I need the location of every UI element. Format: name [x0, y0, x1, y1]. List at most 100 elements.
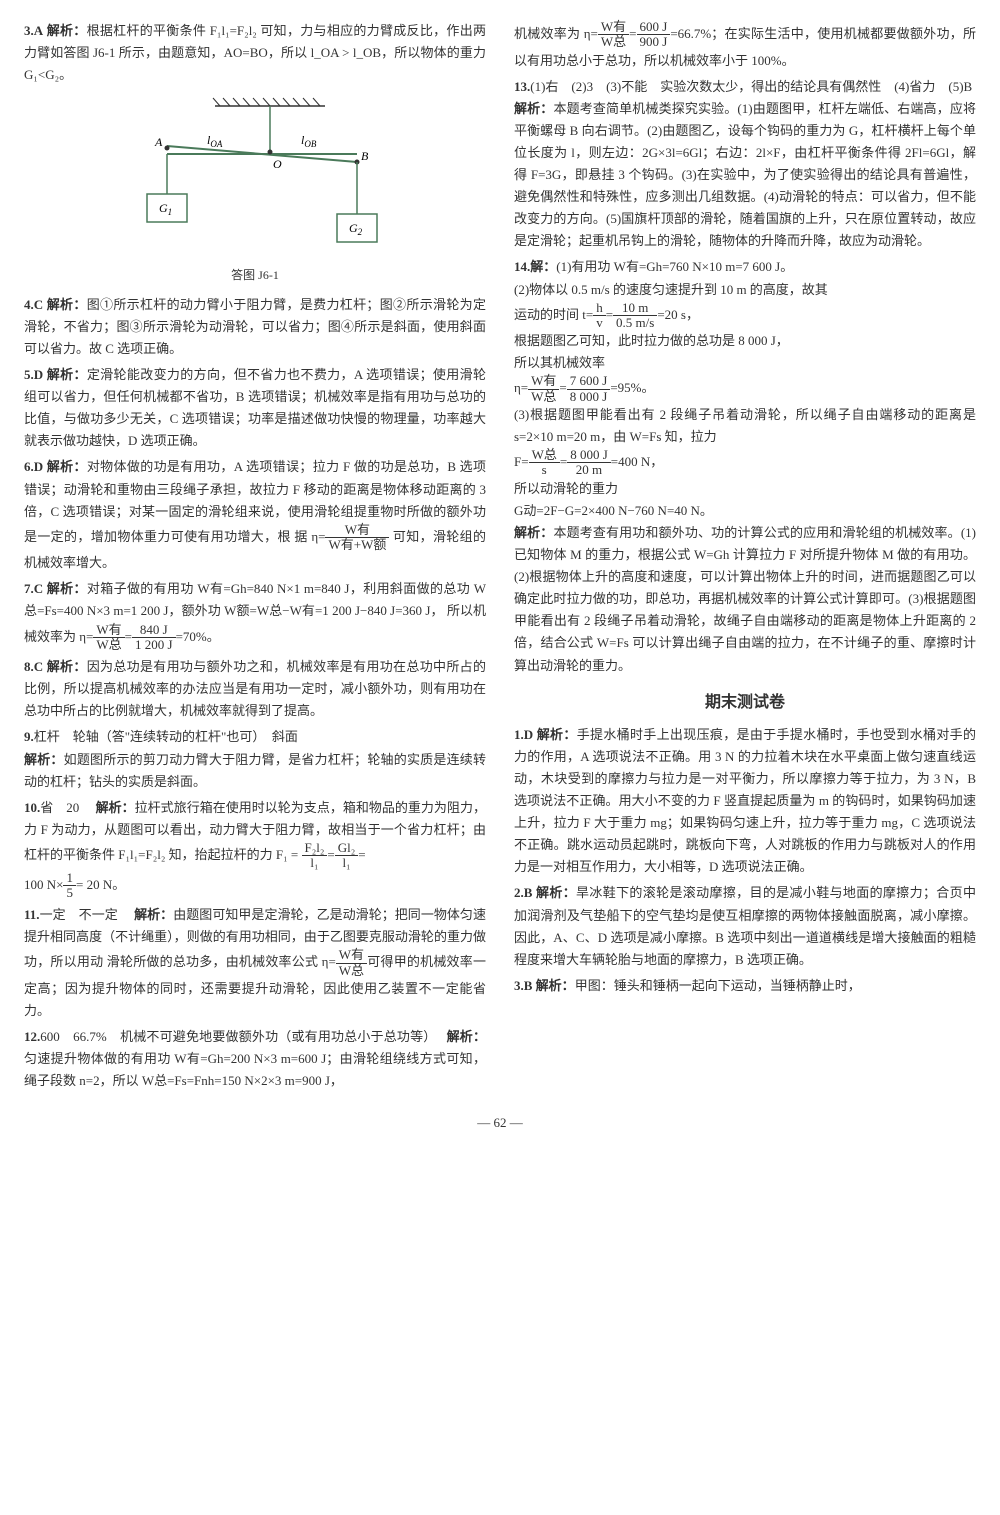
q10-num: 10.	[24, 800, 40, 815]
q7-text1: 对箱子做的有用功 W有=Gh=840 N×1 m=840 J，利用斜面做的总功 …	[24, 581, 486, 618]
q3-label: 解析：	[47, 23, 87, 38]
f1-label: 解析：	[537, 727, 577, 742]
q9-text: 如题图所示的剪刀动力臂大于阻力臂，是省力杠杆；轮轴的实质是连续转动的杠杆；钻头的…	[24, 752, 486, 789]
q14-eta-pre: η=	[514, 380, 528, 395]
q10-text1: 拉杆式旅行箱在使用时以轮为支点，箱和物品的重力为阻力，力 F 为动力，从题图可以…	[24, 800, 486, 862]
f3-text: 甲图：锤头和锤柄一起向下运动，当锤柄静止时，	[575, 978, 861, 993]
figure-j6-1: A O B lOA lOB G1 G2 答图 J6-1	[24, 94, 486, 285]
q8-num: 8.C	[24, 659, 43, 674]
q7: 7.C 解析：对箱子做的有用功 W有=Gh=840 N×1 m=840 J，利用…	[24, 578, 486, 652]
q14-num: 14.解：	[514, 259, 556, 274]
q12c-f1: W有W总	[598, 20, 629, 50]
q14-label: 解析：	[514, 525, 553, 540]
q9-label: 解析：	[24, 752, 64, 767]
q5-label: 解析：	[47, 367, 87, 382]
q10-label: 解析：	[96, 800, 135, 815]
q12-ans: 600 66.7% 机械不可避免地要做额外功（或有用功总小于总功等）	[40, 1029, 430, 1044]
q3-text1: 根据杠杆的平衡条件 F₁l₁=F₂l₂ 可知，力与相应的力臂成反比，作出两力臂如…	[24, 23, 486, 82]
q11-mid: 滑轮所做的总功多，由机械效率公式 η=	[107, 954, 336, 969]
svg-text:B: B	[361, 149, 369, 163]
f2-text: 旱冰鞋下的滚轮是滚动摩擦，目的是减小鞋与地面的摩擦力；合页中加润滑剂及气垫船下的…	[514, 885, 976, 966]
q3-num: 3.A	[24, 23, 43, 38]
q13-num: 13.	[514, 79, 530, 94]
q7-frac1: W有W总	[93, 623, 124, 653]
q6-frac: W有W有+W额	[325, 523, 389, 553]
q11-num: 11.	[24, 907, 40, 922]
q6-label: 解析：	[47, 459, 87, 474]
q14-Ff1: W总s	[529, 448, 560, 478]
svg-text:O: O	[273, 157, 282, 171]
page-number: — 62 —	[24, 1112, 976, 1134]
q10-frac3: 15	[63, 871, 76, 901]
q14-t-val: =20 s，	[657, 306, 699, 321]
q13: 13.(1)右 (2)3 (3)不能 实验次数太少，得出的结论具有偶然性 (4)…	[514, 76, 976, 253]
svg-text:lOA: lOA	[207, 133, 223, 149]
f2-label: 解析：	[536, 885, 576, 900]
q9: 9.杠杆 轮轴（答"连续转动的杠杆"也可） 斜面 解析：如题图所示的剪刀动力臂大…	[24, 726, 486, 792]
figure-caption: 答图 J6-1	[24, 265, 486, 285]
q4-text: 图①所示杠杆的动力臂小于阻力臂，是费力杠杆；图②所示滑轮为定滑轮，不省力；图③所…	[24, 297, 486, 356]
q9-num: 9.	[24, 729, 34, 744]
svg-text:G2: G2	[349, 221, 363, 237]
f2: 2.B 解析：旱冰鞋下的滚轮是滚动摩擦，目的是减小鞋与地面的摩擦力；合页中加润滑…	[514, 882, 976, 970]
q10-text3: = 20 N。	[76, 876, 125, 891]
q11-ans: 一定 不一定	[40, 907, 118, 922]
q4: 4.C 解析：图①所示杠杆的动力臂小于阻力臂，是费力杠杆；图②所示滑轮为定滑轮，…	[24, 294, 486, 360]
q14-p1: (1)有用功 W有=Gh=760 N×10 m=7 600 J。	[556, 259, 793, 274]
q14-Ff2: 8 000 J20 m	[567, 448, 611, 478]
right-column: 机械效率为 η=W有W总=600 J900 J=66.7%；在实际生活中，使用机…	[514, 20, 976, 1096]
f3: 3.B 解析：甲图：锤头和锤柄一起向下运动，当锤柄静止时，	[514, 975, 976, 997]
q11-label: 解析：	[134, 907, 173, 922]
q8-text: 因为总功是有用功与额外功之和，机械效率是有用功在总功中所占的比例，所以提高机械效…	[24, 659, 486, 718]
svg-text:lOB: lOB	[301, 133, 317, 149]
svg-text:A: A	[154, 135, 163, 149]
q7-frac2: 840 J1 200 J	[132, 623, 176, 653]
q13-text: 本题考查简单机械类探究实验。(1)由题图甲，杠杆左端低、右端高，应将平衡螺母 B…	[514, 101, 976, 249]
q7-num: 7.C	[24, 581, 43, 596]
q14-p5: (3)根据题图甲能看出有 2 段绳子吊着动滑轮，所以绳子自由端移动的距离是 s=…	[514, 407, 976, 444]
left-column: 3.A 解析：根据杠杆的平衡条件 F₁l₁=F₂l₂ 可知，力与相应的力臂成反比…	[24, 20, 486, 1096]
q14-p2: (2)物体以 0.5 m/s 的速度匀速提升到 10 m 的高度，故其	[514, 282, 828, 297]
q14-F-pre: F=	[514, 454, 529, 469]
two-column-layout: 3.A 解析：根据杠杆的平衡条件 F₁l₁=F₂l₂ 可知，力与相应的力臂成反比…	[24, 20, 976, 1096]
q12c-pre: 机械效率为 η=	[514, 26, 598, 41]
q14-eta-val: =95%。	[610, 380, 654, 395]
q8: 8.C 解析：因为总功是有用功与额外功之和，机械效率是有用功在总功中所占的比例，…	[24, 656, 486, 722]
q10-frac2: Gl₂l₁	[335, 841, 359, 871]
q14-text: 本题考查有用功和额外功、功的计算公式的应用和滑轮组的机械效率。(1)已知物体 M…	[514, 525, 976, 673]
f3-label: 解析：	[536, 978, 575, 993]
q6-frac-pre: 据 η=	[294, 528, 325, 543]
q14-tf1: hv	[593, 301, 606, 331]
q12-text: 匀速提升物体做的有用功 W有=Gh=200 N×3 m=600 J；由滑轮组绕线…	[24, 1051, 486, 1088]
q12: 12.600 66.7% 机械不可避免地要做额外功（或有用功总小于总功等） 解析…	[24, 1026, 486, 1092]
f3-num: 3.B	[514, 978, 532, 993]
q3: 3.A 解析：根据杠杆的平衡条件 F₁l₁=F₂l₂ 可知，力与相应的力臂成反比…	[24, 20, 486, 86]
q4-label: 解析：	[47, 297, 87, 312]
f2-num: 2.B	[514, 885, 532, 900]
q5: 5.D 解析：定滑轮能改变力的方向，但不省力也不费力，A 选项错误；使用滑轮组可…	[24, 364, 486, 452]
q11-frac: W有W总	[336, 948, 367, 978]
f1-text: 手提水桶时手上出现压痕，是由于手提水桶时，手也受到水桶对手的力的作用，A 选项说…	[514, 727, 976, 875]
q7-label: 解析：	[47, 581, 87, 596]
q14-p3: 根据题图乙可知，此时拉力做的总功是 8 000 J，	[514, 333, 789, 348]
q10-ans: 省 20	[40, 800, 79, 815]
q7-eff-val: =70%。	[176, 628, 220, 643]
q14-p7: G动=2F−G=2×400 N−760 N=40 N。	[514, 503, 713, 518]
q12-label: 解析：	[447, 1029, 486, 1044]
q12c-f2: 600 J900 J	[637, 20, 671, 50]
q5-text: 定滑轮能改变力的方向，但不省力也不费力，A 选项错误；使用滑轮组可以省力，但任何…	[24, 367, 486, 448]
q10-text2: 100 N×	[24, 876, 63, 891]
q10-frac1: F₂l₂l₁	[302, 841, 328, 871]
q13-ans: (1)右 (2)3 (3)不能 实验次数太少，得出的结论具有偶然性 (4)省力 …	[530, 79, 972, 94]
svg-text:G1: G1	[159, 201, 172, 217]
q6-num: 6.D	[24, 459, 43, 474]
q14-F-val: =400 N，	[611, 454, 663, 469]
q14-tf2: 10 m0.5 m/s	[613, 301, 657, 331]
q10: 10.省 20 解析：拉杆式旅行箱在使用时以轮为支点，箱和物品的重力为阻力，力 …	[24, 797, 486, 900]
f1: 1.D 解析：手提水桶时手上出现压痕，是由于手提水桶时，手也受到水桶对手的力的作…	[514, 724, 976, 879]
q11: 11.一定 不一定 解析：由题图可知甲是定滑轮，乙是动滑轮；把同一物体匀速提升相…	[24, 904, 486, 1022]
q5-num: 5.D	[24, 367, 43, 382]
q14-ef1: W有W总	[528, 374, 559, 404]
q14-p6: 所以动滑轮的重力	[514, 481, 618, 496]
f1-num: 1.D	[514, 727, 533, 742]
